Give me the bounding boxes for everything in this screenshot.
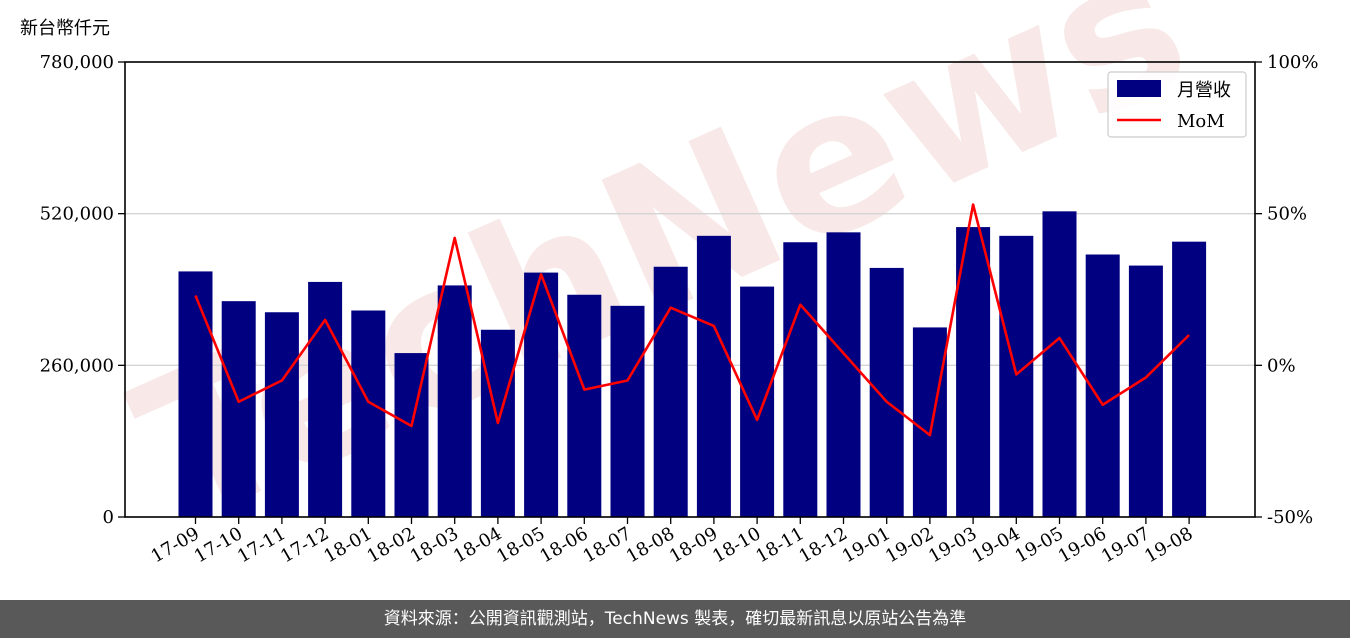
revenue-bar <box>178 271 213 517</box>
revenue-bar <box>1172 241 1207 517</box>
revenue-bar <box>610 305 645 517</box>
revenue-chart: TechNews 0260,000520,000780,000-50%0%50%… <box>20 0 1318 570</box>
legend-swatch-bar <box>1117 80 1161 97</box>
x-tick-label: 18-08 <box>623 523 678 567</box>
x-tick-label: 19-05 <box>1012 523 1067 567</box>
revenue-bar <box>351 310 386 517</box>
left-tick-label: 780,000 <box>40 52 114 73</box>
left-tick-label: 520,000 <box>40 204 114 225</box>
x-tick-label: 18-07 <box>580 523 635 567</box>
left-tick-label: 260,000 <box>40 355 114 376</box>
revenue-bar <box>1042 211 1077 518</box>
x-tick-label: 18-03 <box>407 523 462 567</box>
revenue-bar <box>956 227 991 518</box>
x-tick-label: 18-12 <box>796 523 851 567</box>
revenue-bar <box>826 232 861 518</box>
revenue-bar <box>437 285 472 517</box>
revenue-bar <box>999 235 1034 518</box>
right-tick-label: -50% <box>1267 507 1313 528</box>
right-tick-label: 100% <box>1267 52 1318 73</box>
right-tick-label: 0% <box>1267 355 1296 376</box>
x-tick-label: 17-09 <box>148 523 203 567</box>
plot-frame <box>124 61 1256 518</box>
revenue-bar <box>567 294 602 517</box>
x-tick-label: 19-01 <box>839 523 894 567</box>
x-tick-label: 18-04 <box>450 523 505 567</box>
right-tick-label: 50% <box>1267 204 1307 225</box>
x-tick-label: 19-07 <box>1098 523 1153 567</box>
legend-label-revenue: 月營收 <box>1177 80 1231 101</box>
mom-line <box>194 203 1191 437</box>
legend: 月營收 MoM <box>1107 71 1247 138</box>
x-tick-label: 18-11 <box>752 523 807 567</box>
x-tick-label: 18-10 <box>709 523 764 567</box>
revenue-bar <box>912 327 947 517</box>
x-tick-label: 19-06 <box>1055 523 1110 567</box>
left-tick-label: 0 <box>103 507 114 528</box>
revenue-bar <box>653 266 688 517</box>
x-tick-label: 19-03 <box>925 523 980 567</box>
revenue-bar <box>783 242 818 517</box>
unit-label: 新台幣仟元 <box>20 18 110 39</box>
revenue-bars <box>178 211 1207 518</box>
revenue-bar <box>869 267 904 517</box>
x-tick-label: 18-01 <box>320 523 375 567</box>
revenue-bar <box>696 235 731 518</box>
revenue-bar <box>308 281 343 517</box>
revenue-bar <box>1128 265 1163 517</box>
x-tick-label: 18-06 <box>536 523 591 567</box>
source-footer: 資料來源：公開資訊觀測站，TechNews 製表，確切最新訊息以原站公告為準 <box>0 600 1350 638</box>
x-tick-label: 19-02 <box>882 523 937 567</box>
revenue-bar <box>264 312 299 517</box>
x-tick-label: 18-09 <box>666 523 721 567</box>
x-tick-label: 18-02 <box>364 523 419 567</box>
x-tick-label: 19-04 <box>968 523 1023 567</box>
mom-line-series <box>194 203 1191 437</box>
revenue-bar <box>221 301 256 517</box>
legend-label-mom: MoM <box>1177 111 1225 132</box>
x-tick-label: 19-08 <box>1141 523 1196 567</box>
revenue-bar <box>740 286 775 517</box>
x-tick-label: 18-05 <box>493 523 548 567</box>
